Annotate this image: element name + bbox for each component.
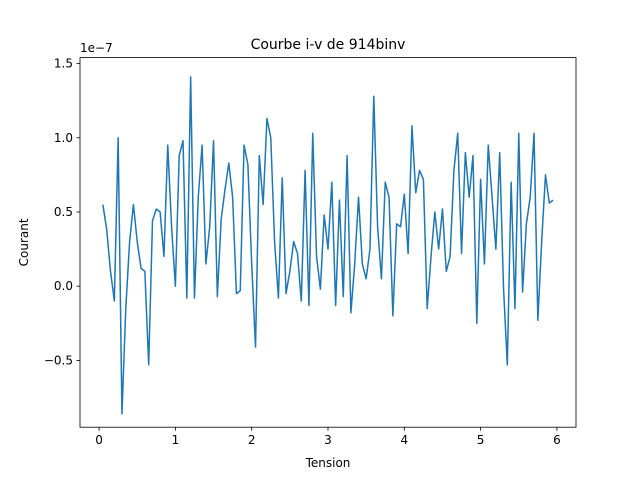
y-tick-label: 1.0 [54, 131, 73, 145]
y-tick-label: 1.5 [54, 57, 73, 71]
x-tick-label: 0 [95, 433, 103, 447]
x-axis-label: Tension [305, 456, 351, 470]
y-axis-ticks: −0.5 0.0 0.5 1.0 1.5 [44, 57, 80, 367]
y-offset-text: 1e−7 [80, 41, 113, 55]
x-tick-label: 1 [172, 433, 180, 447]
y-tick-label: 0.5 [54, 205, 73, 219]
chart-title: Courbe i-v de 914binv [251, 37, 406, 53]
y-tick-label: −0.5 [44, 353, 73, 367]
x-axis-ticks: 0 1 2 3 4 5 6 [95, 427, 561, 447]
y-tick-label: 0.0 [54, 279, 73, 293]
x-tick-label: 3 [324, 433, 332, 447]
x-tick-label: 6 [553, 433, 561, 447]
x-tick-label: 2 [248, 433, 256, 447]
series-layer [102, 76, 554, 415]
y-axis-label: Courant [17, 218, 31, 266]
series-line-0 [102, 76, 554, 415]
x-tick-label: 5 [477, 433, 485, 447]
x-tick-label: 4 [400, 433, 408, 447]
